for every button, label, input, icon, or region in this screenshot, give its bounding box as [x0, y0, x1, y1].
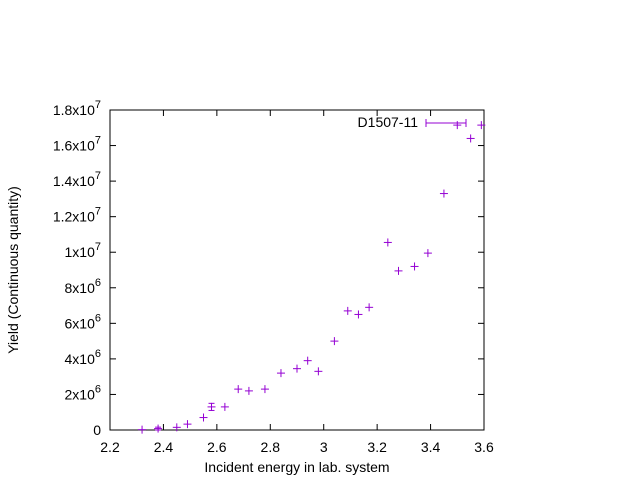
x-tick-label: 2.8 [261, 439, 281, 455]
data-point [154, 424, 163, 433]
data-point [354, 310, 363, 319]
y-tick-label: 6x106 [65, 312, 101, 331]
data-point [394, 266, 403, 275]
data-point [183, 420, 192, 429]
y-tick-label: 1x107 [65, 241, 101, 260]
x-tick-label: 2.6 [207, 439, 227, 455]
y-tick-label: 1.4x107 [53, 170, 101, 189]
y-tick-label: 4x106 [65, 348, 101, 367]
data-point [477, 121, 486, 130]
y-axis-title: Yield (Continuous quantity) [5, 186, 21, 354]
data-point [234, 385, 243, 394]
x-tick-label: 3 [320, 439, 328, 455]
data-point [303, 356, 312, 365]
data-point [410, 262, 419, 271]
data-point [172, 423, 181, 432]
data-point [383, 238, 392, 247]
y-tick-label: 2x106 [65, 383, 101, 402]
y-tick-label: 8x106 [65, 277, 101, 296]
y-tick-label: 1.6x107 [53, 135, 101, 154]
data-points [138, 121, 486, 434]
data-point [138, 425, 147, 434]
data-point [220, 402, 229, 411]
data-point [439, 189, 448, 198]
data-point [260, 385, 269, 394]
x-tick-label: 3.4 [421, 439, 441, 455]
data-point [199, 413, 208, 422]
data-point [207, 402, 216, 411]
x-tick-label: 2.2 [100, 439, 120, 455]
data-point [244, 386, 253, 395]
data-point [314, 367, 323, 376]
x-axis-title: Incident energy in lab. system [204, 459, 389, 475]
x-tick-label: 3.6 [474, 439, 494, 455]
data-point [423, 249, 432, 258]
y-tick-label: 1.8x107 [53, 99, 101, 118]
data-point [276, 369, 285, 378]
legend-label: D1507-11 [358, 114, 419, 130]
ticks [110, 110, 484, 430]
data-point [466, 134, 475, 143]
x-tick-label: 3.2 [367, 439, 387, 455]
plot-frame [109, 109, 485, 431]
data-point [330, 337, 339, 346]
data-point [343, 306, 352, 315]
x-tick-label: 2.4 [154, 439, 174, 455]
legend: D1507-11 [358, 114, 467, 130]
data-point [453, 121, 462, 130]
y-tick-label: 0 [93, 422, 101, 438]
y-tick-label: 1.2x107 [53, 206, 101, 225]
tick-labels: 2.2 2.4 2.6 2.8 3 3.2 3.4 3.6 0 2x106 4x106 6x106 8x… [53, 99, 494, 455]
data-point [293, 364, 301, 373]
data-point [365, 303, 374, 312]
